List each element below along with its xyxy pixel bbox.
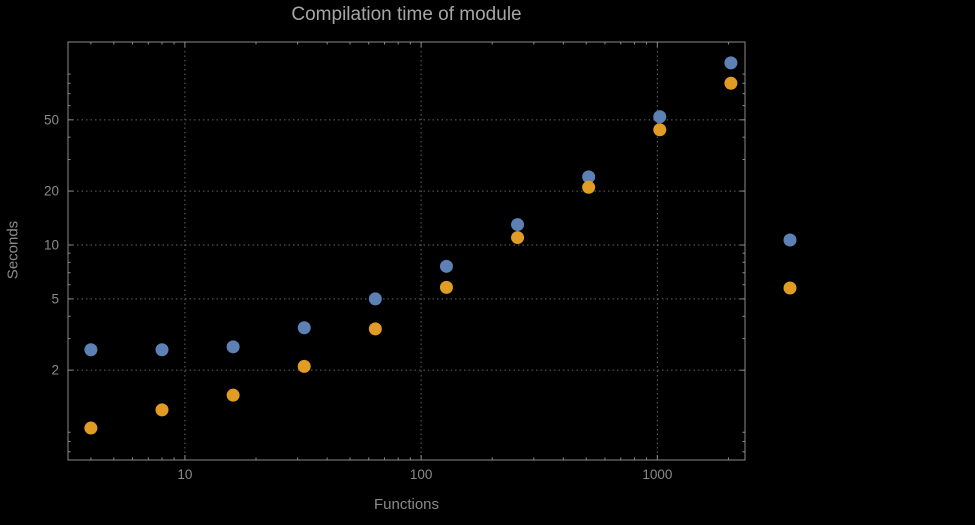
y-tick-label: 10	[44, 237, 59, 252]
y-tick-label: 20	[44, 184, 59, 199]
data-point-series-2-orange-x8	[155, 403, 169, 417]
chart-title: Compilation time of module	[291, 4, 522, 25]
data-point-series-1-blue-x512	[582, 170, 596, 184]
x-tick-label: 100	[410, 467, 433, 482]
y-tick-label: 50	[44, 112, 59, 127]
data-point-series-2-orange-x32	[297, 359, 311, 373]
data-point-series-1-blue-x16	[226, 340, 240, 354]
legend-marker-series-1-blue	[783, 233, 797, 247]
data-point-series-1-blue-x8	[155, 343, 169, 357]
data-point-series-1-blue-x4	[84, 343, 98, 357]
data-point-series-1-blue-x2048	[724, 56, 738, 70]
x-tick-label: 10	[177, 467, 192, 482]
legend-marker-series-2-orange	[783, 281, 797, 295]
data-point-series-2-orange-x128	[439, 280, 453, 294]
data-point-series-2-orange-x256	[511, 231, 525, 245]
plot-frame	[67, 41, 746, 461]
data-point-series-1-blue-x256	[511, 218, 525, 232]
data-point-series-2-orange-x512	[582, 180, 596, 194]
data-point-series-1-blue-x32	[297, 321, 311, 335]
data-point-series-2-orange-x4	[84, 421, 98, 435]
data-point-series-1-blue-x64	[368, 292, 382, 306]
y-tick-label: 5	[51, 291, 59, 306]
x-tick-label: 1000	[642, 467, 672, 482]
data-point-series-2-orange-x2048	[724, 76, 738, 90]
data-point-series-2-orange-x64	[368, 322, 382, 336]
data-point-series-1-blue-x1024	[653, 110, 667, 124]
data-point-series-2-orange-x16	[226, 388, 240, 402]
data-point-series-1-blue-x128	[439, 259, 453, 273]
x-axis-label: Functions	[373, 496, 440, 513]
y-tick-label: 2	[51, 363, 59, 378]
data-point-series-2-orange-x1024	[653, 123, 667, 137]
